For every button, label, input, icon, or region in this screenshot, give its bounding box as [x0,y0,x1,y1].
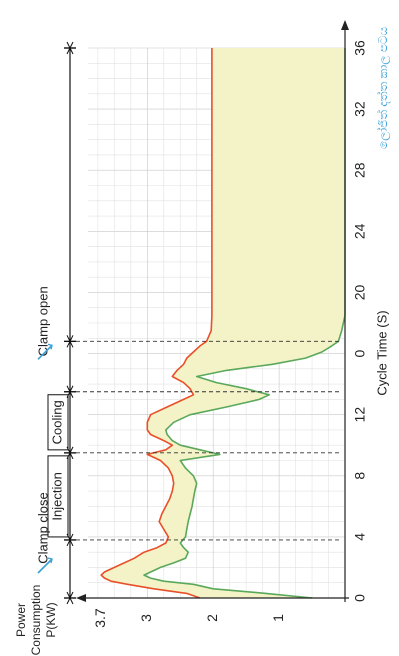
phase-label: Cooling [49,400,64,444]
power-axis-arrow [76,594,86,602]
y-tick-label: 3 [138,614,154,622]
y-axis-label-line: P(KW) [44,602,58,637]
phase-label-box [47,394,69,451]
phase-arrowhead [66,591,74,600]
x-axis-label: Cycle Time (S) [374,310,389,395]
y-tick-label: 1 [270,614,286,622]
x-tick-label: 36 [352,40,368,56]
series-line-upper [100,48,213,599]
phase-label-box [47,455,69,538]
phase-arrowhead [66,335,74,343]
phase-arrowhead [66,385,74,393]
phase-pointer-head [47,557,53,564]
phase-annotations: Clamp close Injection Cooling Clamp open [35,41,339,605]
x-tick-label: 12 [352,407,368,423]
x-tick-label: 0 [352,349,368,357]
x-tick-label: 24 [352,223,368,239]
phase-pointer-head [47,343,53,350]
y-axis-label-line: Consumption [29,585,43,656]
x-tick-label: 4 [352,533,368,541]
time-axis-arrow [341,20,349,30]
x-tick-label: 20 [352,284,368,300]
phase-arrowhead [66,41,74,50]
series-line-lower [143,48,346,599]
phase-label: Injection [49,472,64,520]
phase-label: Clamp open [35,286,50,356]
x-tick-label: 32 [352,101,368,117]
x-tick-label: 28 [352,162,368,178]
phase-label: Clamp close [35,492,50,564]
fill-area [101,48,345,598]
y-tick-label: 2 [204,614,220,622]
phase-pointer [37,344,53,360]
x-tick-label: 8 [352,472,368,480]
y-axis-label-line: Power [14,603,28,637]
y-tick-label: 3.7 [92,608,108,628]
x-tick-label: 0 [352,594,368,602]
phase-pointer [37,558,53,574]
top-annotation: ලෝජිත් දත්ත කාල පටය [376,27,391,150]
